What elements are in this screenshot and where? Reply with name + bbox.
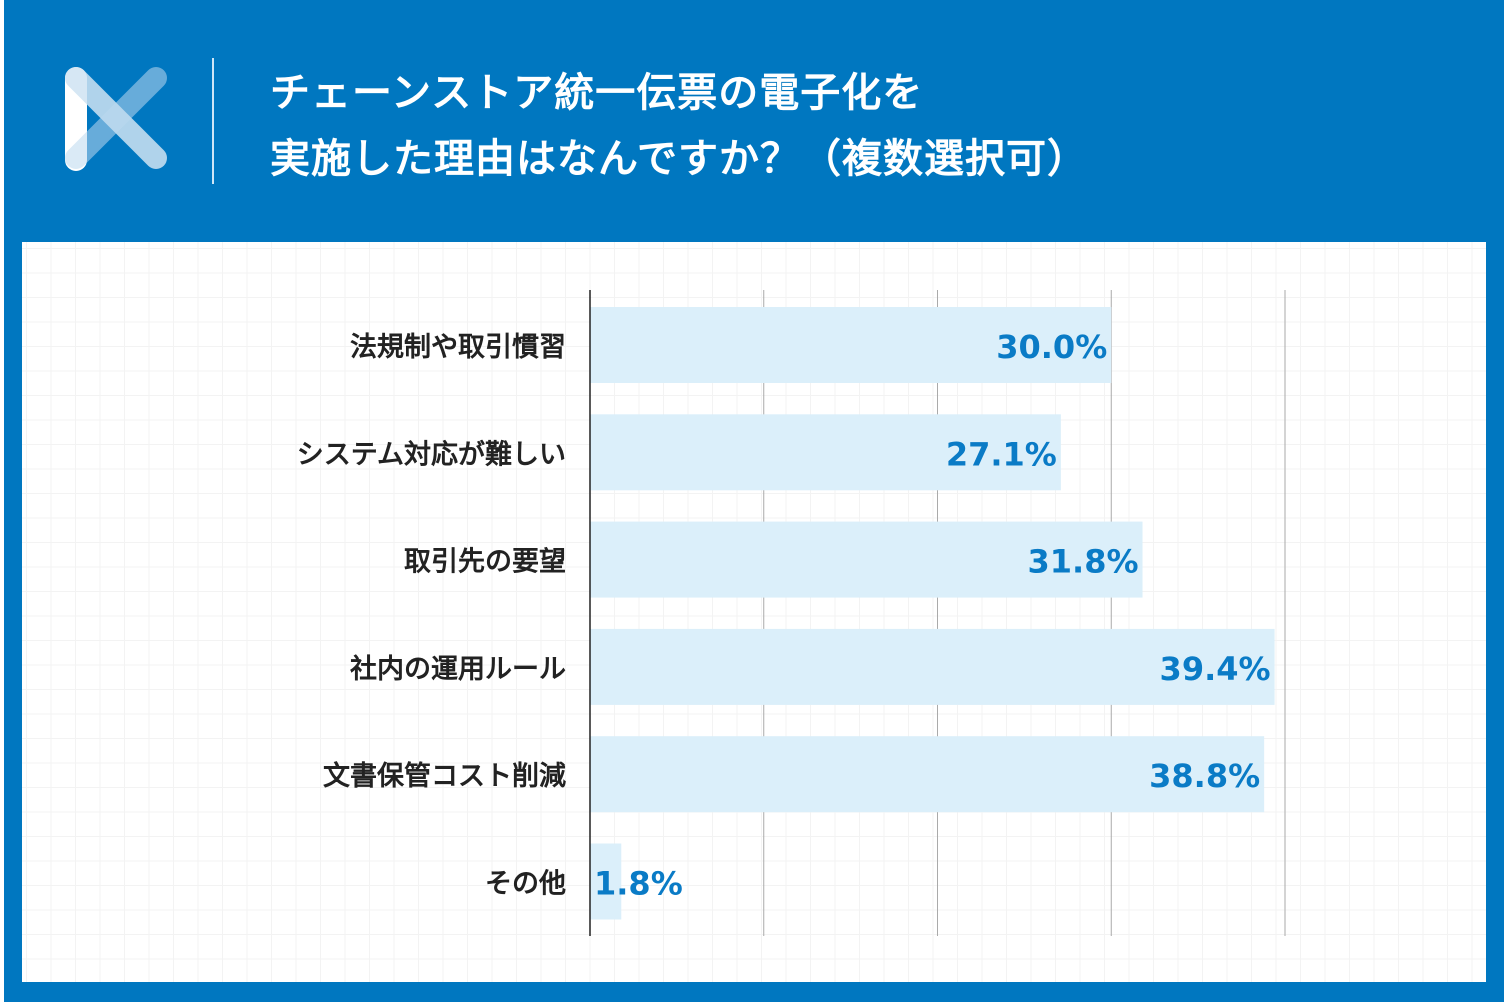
bar	[590, 628, 1275, 705]
bar	[590, 307, 1112, 383]
bar	[590, 414, 1061, 491]
x-logo-icon	[65, 67, 167, 171]
value-label: 1.8%	[594, 865, 683, 903]
category-label: 文書保管コスト削減	[323, 760, 566, 792]
bar-chart: 法規制や取引慣習 30.0% システム対応が難しい 27.1% 取引先の要望 31.8% 社…	[297, 290, 1286, 936]
chart-title: チェーンストア統一伝票の電子化を 実施した理由はなんですか？（複数選択可）	[270, 60, 1088, 192]
value-label: 31.8%	[1028, 543, 1139, 581]
category-label: システム対応が難しい	[297, 438, 566, 470]
bar	[590, 521, 1143, 598]
bar	[590, 736, 1265, 813]
value-label: 30.0%	[996, 328, 1107, 366]
header-divider	[212, 58, 214, 184]
chart-panel: 法規制や取引慣習 30.0% システム対応が難しい 27.1% 取引先の要望 31.8% 社…	[22, 242, 1486, 982]
category-label: 法規制や取引慣習	[350, 332, 566, 363]
value-label: 38.8%	[1149, 757, 1260, 795]
title-line-1: チェーンストア統一伝票の電子化を	[270, 70, 924, 116]
category-label: 取引先の要望	[404, 547, 566, 578]
value-label: 39.4%	[1160, 650, 1271, 688]
title-line-2: 実施した理由はなんですか？（複数選択可）	[270, 136, 1088, 182]
bar	[590, 843, 622, 920]
category-label: 社内の運用ルール	[350, 653, 566, 685]
category-label: その他	[485, 869, 566, 900]
value-label: 27.1%	[946, 435, 1057, 473]
